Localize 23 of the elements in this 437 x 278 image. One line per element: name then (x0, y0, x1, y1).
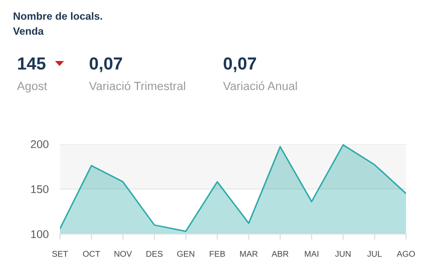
text: Variació Trimestral (89, 81, 186, 90)
x-tick-label: ABR (272, 250, 288, 257)
x-tick-label: MAI (304, 250, 318, 257)
y-tick-label: 100 (31, 230, 48, 238)
text: Agost (17, 82, 48, 92)
x-tick-label: OCT (83, 250, 100, 257)
y-tick-label: 200 (30, 140, 48, 148)
x-tick-label: SET (52, 250, 68, 257)
x-tick-label: FEB (210, 250, 225, 257)
x-tick-label: GEN (177, 250, 194, 257)
x-tick-label: AGO (396, 250, 415, 257)
x-tick-label: JUN (335, 250, 351, 257)
x-tick-label: NOV (114, 250, 132, 257)
text: 145 (18, 58, 46, 70)
x-tick-label: JUL (367, 250, 382, 257)
chart-subtitle: Venda (13, 27, 44, 35)
y-tick-label: 150 (31, 185, 48, 194)
x-tick-label: MAR (240, 250, 258, 257)
x-tick-label: DES (146, 250, 163, 257)
chart-title: Nombre de locals. (14, 12, 102, 20)
text: 0,07 (224, 57, 256, 72)
text: Variació Anual (223, 81, 297, 90)
text: 0,07 (90, 57, 122, 72)
